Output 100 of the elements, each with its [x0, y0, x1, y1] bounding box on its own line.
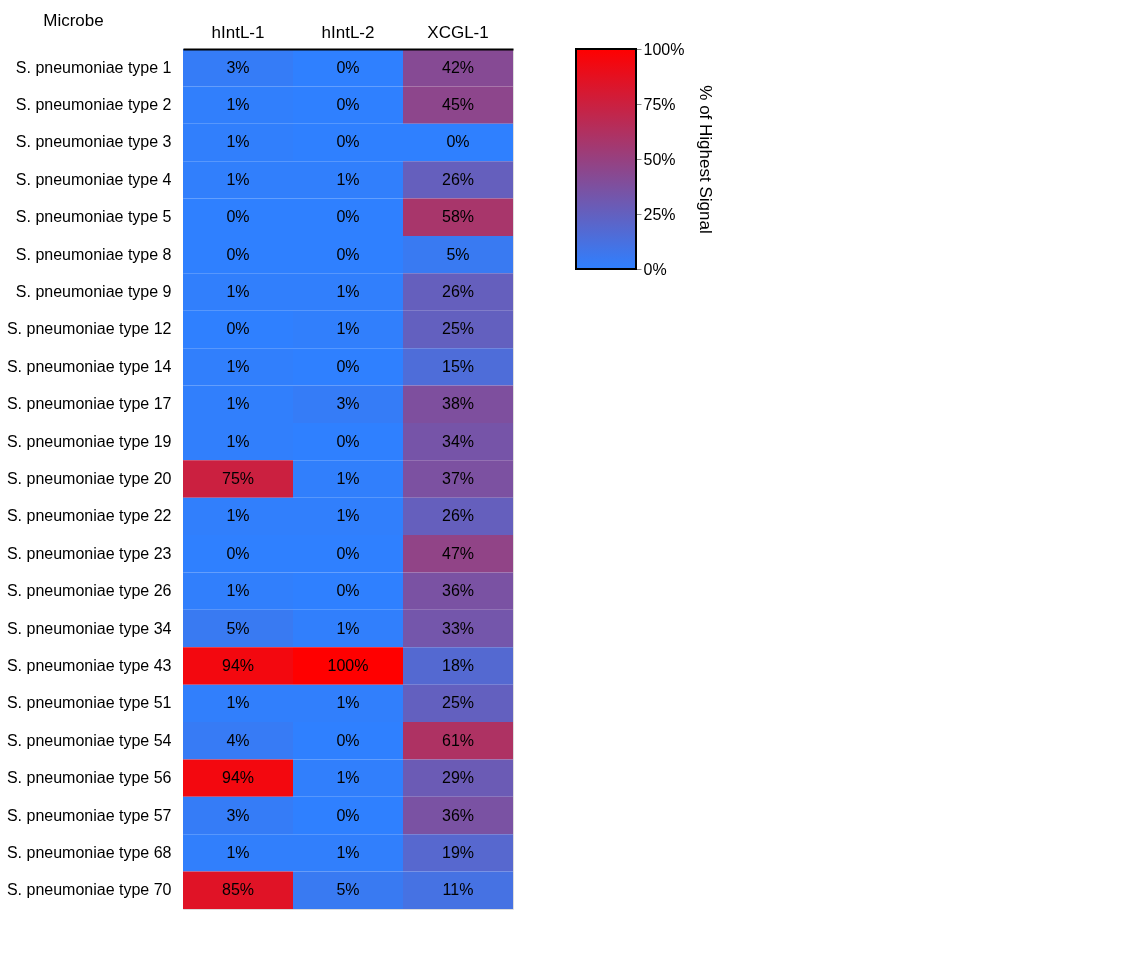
- data-label: 0%: [336, 58, 360, 76]
- data-label: 1%: [336, 170, 360, 188]
- data-label: 100%: [327, 656, 369, 674]
- data-label: 0%: [336, 432, 360, 450]
- data-label: 0%: [336, 208, 360, 226]
- data-label: 61%: [441, 731, 475, 749]
- data-label: 26%: [441, 283, 475, 301]
- y-tick-label: S. pneumoniae type 19: [6, 432, 172, 450]
- y-tick-label: S. pneumoniae type 12: [6, 320, 172, 338]
- y-axis-title: Microbe: [43, 10, 104, 30]
- y-tick-label: S. pneumoniae type 4: [15, 170, 172, 188]
- data-label: 1%: [336, 619, 360, 637]
- color-bar-label: 75%: [643, 95, 676, 113]
- data-label: 26%: [441, 170, 475, 188]
- data-label: 1%: [336, 769, 360, 787]
- data-label: 26%: [441, 507, 475, 525]
- data-label: 36%: [441, 582, 475, 600]
- data-label: 0%: [226, 320, 250, 338]
- y-tick-label: S. pneumoniae type 26: [6, 582, 172, 600]
- data-label: 0%: [226, 245, 250, 263]
- data-label: 0%: [336, 806, 360, 824]
- y-tick-label: S. pneumoniae type 57: [6, 806, 172, 824]
- data-label: 25%: [441, 694, 475, 712]
- y-tick-label: S. pneumoniae type 14: [6, 357, 172, 375]
- data-label: 94%: [221, 656, 255, 674]
- y-tick-label: S. pneumoniae type 43: [6, 656, 172, 674]
- data-label: 15%: [441, 357, 475, 375]
- data-label: 0%: [226, 208, 250, 226]
- data-label: 0%: [446, 133, 470, 151]
- data-label: 1%: [336, 320, 360, 338]
- data-label: 1%: [226, 170, 250, 188]
- data-label: 1%: [226, 357, 250, 375]
- y-tick-label: S. pneumoniae type 54: [6, 731, 172, 749]
- data-label: 1%: [336, 507, 360, 525]
- data-label: 36%: [441, 806, 475, 824]
- data-label: 3%: [226, 58, 250, 76]
- data-label: 47%: [441, 544, 475, 562]
- x-tick-label: hIntL-2: [321, 22, 375, 42]
- data-label: 1%: [336, 283, 360, 301]
- data-label: 42%: [441, 58, 475, 76]
- y-tick-label: S. pneumoniae type 51: [6, 694, 172, 712]
- y-tick-label: S. pneumoniae type 20: [6, 470, 172, 487]
- data-label: 58%: [441, 208, 475, 226]
- data-label: 0%: [336, 133, 360, 151]
- data-label: 0%: [336, 544, 360, 562]
- data-label: 0%: [336, 357, 360, 375]
- y-tick-label: S. pneumoniae type 23: [6, 544, 172, 562]
- y-tick-label: S. pneumoniae type 68: [6, 843, 172, 861]
- data-label: 45%: [441, 96, 475, 114]
- data-label: 1%: [226, 582, 250, 600]
- data-label: 3%: [226, 806, 250, 824]
- data-label: 5%: [336, 881, 360, 899]
- data-label: 34%: [441, 432, 475, 450]
- color-bar-title: % of Highest Signal: [696, 85, 716, 234]
- data-label: 3%: [336, 395, 360, 413]
- data-label: 1%: [336, 843, 360, 861]
- data-label: 0%: [336, 731, 360, 749]
- data-label: 25%: [441, 320, 475, 338]
- data-label: 0%: [336, 582, 360, 600]
- y-tick-label: S. pneumoniae type 22: [6, 507, 172, 525]
- data-label: 5%: [446, 245, 470, 263]
- data-label: 0%: [226, 544, 250, 562]
- data-label: 1%: [226, 432, 250, 450]
- data-label: 33%: [441, 619, 475, 637]
- y-tick-label: S. pneumoniae type 3: [15, 133, 172, 151]
- y-tick-label: S. pneumoniae type 56: [6, 769, 172, 787]
- data-label: 1%: [226, 133, 250, 151]
- color-bar-label: 50%: [643, 150, 676, 168]
- color-bar-label: 25%: [643, 205, 676, 223]
- data-label: 1%: [226, 96, 250, 114]
- y-tick-label: S. pneumoniae type 70: [6, 881, 172, 899]
- data-label: 75%: [221, 470, 255, 487]
- y-tick-label: S. pneumoniae type 5: [15, 208, 172, 226]
- data-label: 5%: [226, 619, 250, 637]
- data-label: 1%: [336, 470, 360, 487]
- data-label: 1%: [336, 694, 360, 712]
- data-label: 18%: [441, 656, 475, 674]
- data-label: 94%: [221, 769, 255, 787]
- data-label: 37%: [441, 470, 475, 487]
- data-label: 11%: [442, 881, 474, 899]
- color-bar-label: 0%: [643, 260, 667, 278]
- data-label: 1%: [226, 843, 250, 861]
- data-label: 0%: [336, 245, 360, 263]
- data-label: 85%: [221, 881, 255, 899]
- data-label: 29%: [441, 769, 475, 787]
- data-label: 1%: [226, 283, 250, 301]
- y-tick-label: S. pneumoniae type 8: [15, 245, 172, 263]
- color-bar-label: 100%: [643, 40, 685, 58]
- data-label: 38%: [441, 395, 475, 413]
- x-tick-label: XCGL-1: [427, 22, 489, 42]
- y-tick-label: S. pneumoniae type 2: [15, 96, 172, 114]
- x-tick-label: hIntL-1: [211, 22, 265, 42]
- y-tick-label: S. pneumoniae type 34: [6, 619, 172, 637]
- data-label: 1%: [226, 395, 250, 413]
- data-label: 4%: [226, 731, 250, 749]
- y-tick-label: S. pneumoniae type 9: [15, 283, 172, 301]
- y-tick-label: S. pneumoniae type 17: [6, 395, 172, 413]
- data-label: 1%: [226, 507, 250, 525]
- y-tick-label: S. pneumoniae type 1: [15, 58, 172, 76]
- data-label: 1%: [226, 694, 250, 712]
